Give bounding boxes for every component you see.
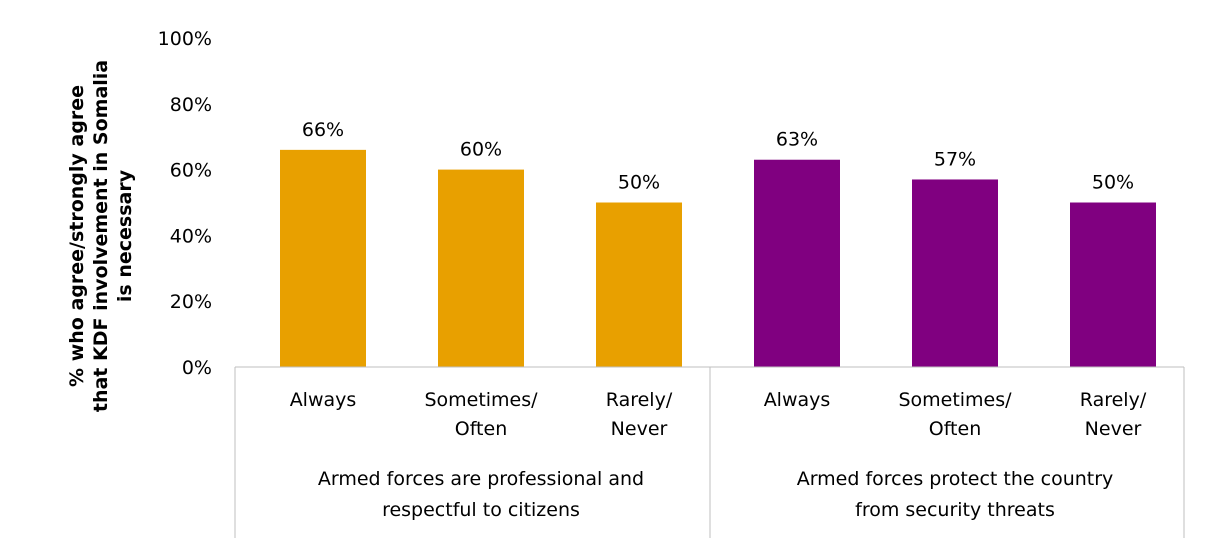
category-label-line: Rarely/ [606,389,673,411]
group-label: Armed forces are professional and respect… [318,468,644,521]
axis-lines [234,366,1185,538]
bar-value-label: 60% [460,139,502,161]
bar-value-label: 50% [1092,172,1134,194]
y-axis-title-line: % who agree/strongly agree [66,85,88,387]
group-labels: Armed forces are professional and respect… [318,468,1113,521]
category-label-line: Sometimes/ [898,389,1012,411]
category-label-line: Always [764,389,831,411]
bar-value-label: 50% [618,172,660,194]
bars [280,149,1156,367]
y-tick-label: 0% [182,357,212,379]
category-label-line: Often [929,418,982,440]
bar [1070,202,1156,367]
bar [754,159,840,367]
category-label-line: Never [611,418,668,440]
category-label: Rarely/Never [606,389,673,440]
category-labels: Always Sometimes/Often Rarely/Never Always S… [290,389,1147,440]
group-label-line: respectful to citizens [382,499,580,521]
category-label: Sometimes/Often [424,389,538,440]
data-labels: 66% 60% 50% 63% 57% 50% [302,119,1134,194]
category-label-line: Sometimes/ [424,389,538,411]
y-tick-label: 20% [170,291,212,313]
bar-value-label: 63% [776,129,818,151]
category-label-line: Always [290,389,357,411]
category-label-line: Rarely/ [1080,389,1147,411]
bar [912,179,998,367]
bar [596,202,682,367]
bar-value-label: 57% [934,148,976,170]
y-tick-label: 100% [158,28,212,50]
category-label-line: Often [455,418,508,440]
y-axis-title: % who agree/strongly agree that KDF invol… [66,60,136,412]
category-label-line: Never [1085,418,1142,440]
group-label-line: Armed forces protect the country [797,468,1114,490]
category-label: Sometimes/Often [898,389,1012,440]
y-tick-label: 40% [170,225,212,247]
y-axis-title-line: is necessary [114,169,136,302]
y-axis-title-line: that KDF involvement in Somalia [90,60,112,412]
category-label: Always [764,389,831,411]
bar [280,149,366,367]
y-tick-label: 80% [170,94,212,116]
y-axis-label: % who agree/strongly agree that KDF invol… [66,60,136,412]
category-label: Rarely/Never [1080,389,1147,440]
group-label-line: Armed forces are professional and [318,468,644,490]
group-label: Armed forces protect the country from sec… [797,468,1114,521]
group-label-line: from security threats [855,499,1055,521]
bar [438,169,524,367]
y-tick-label: 60% [170,160,212,182]
category-label: Always [290,389,357,411]
y-axis-ticks: 0% 20% 40% 60% 80% 100% [158,28,212,379]
bar-value-label: 66% [302,119,344,141]
